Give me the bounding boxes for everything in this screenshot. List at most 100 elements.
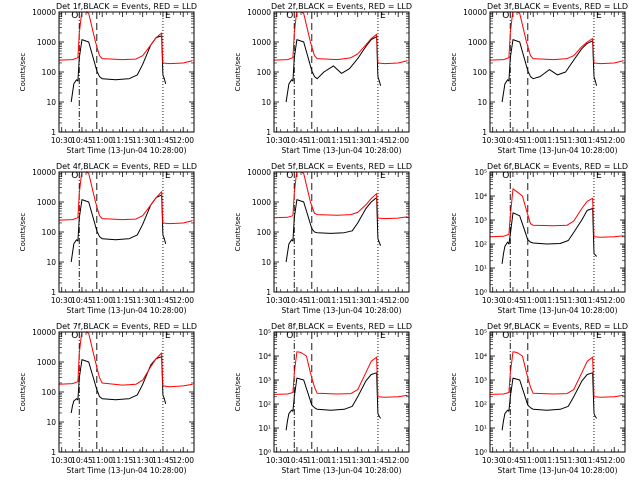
x-tick-label: 10:30 [482, 296, 504, 305]
x-tick-label: 11:30 [132, 456, 154, 465]
y-axis-label: Counts/sec [450, 213, 458, 252]
y-tick-label: 10¹ [474, 424, 487, 433]
events-series-line [501, 372, 598, 431]
y-tick-label: 10 [261, 258, 271, 267]
lld-series-line [274, 12, 408, 65]
y-tick-label: 10 [46, 418, 56, 427]
events-series-line [70, 356, 167, 414]
x-tick-label: 12:00 [603, 136, 625, 145]
x-tick-label: 10:45 [71, 296, 93, 305]
circle-marker-label: O [71, 331, 78, 341]
plot-frame [489, 171, 626, 293]
x-tick-label: 11:15 [112, 456, 134, 465]
end-marker-label: E [380, 11, 386, 21]
x-tick-label: 11:15 [327, 456, 349, 465]
x-axis-label: Start Time (13-Jun-04 10:28:00) [67, 146, 187, 155]
y-axis-label: Counts/sec [234, 53, 242, 92]
y-tick-label: 10³ [474, 216, 487, 225]
x-tick-label: 11:45 [367, 136, 389, 145]
x-axis-label: Start Time (13-Jun-04 10:28:00) [498, 146, 618, 155]
x-tick-label: 11:00 [91, 136, 113, 145]
x-tick-label: 12:00 [603, 296, 625, 305]
events-series-line [285, 197, 382, 263]
detector-panel: Det 8f,BLACK = Events, RED = LLD 10⁰ 10¹ 10… [234, 322, 412, 475]
x-axis-label: Start Time (13-Jun-04 10:28:00) [67, 466, 187, 475]
y-tick-label: 10³ [258, 376, 271, 385]
y-tick-label: 10⁴ [258, 352, 271, 361]
x-axis-label: Start Time (13-Jun-04 10:28:00) [67, 306, 187, 315]
x-axis-label: Start Time (13-Jun-04 10:28:00) [282, 306, 402, 315]
x-tick-label: 11:00 [306, 456, 328, 465]
y-tick-label: 10 [261, 98, 271, 107]
circle-marker-label: O [502, 331, 509, 341]
lld-series-line [59, 172, 193, 225]
y-tick-label: 10⁵ [474, 328, 487, 337]
y-tick-label: 10¹ [474, 264, 487, 273]
y-tick-label: 10000 [247, 8, 271, 17]
end-marker-label: E [165, 331, 171, 341]
y-tick-label: 10² [258, 400, 271, 409]
end-marker-label: E [380, 171, 386, 181]
y-tick-label: 1 [51, 288, 56, 297]
plot-frame [58, 171, 195, 293]
y-tick-label: 10000 [32, 328, 56, 337]
x-tick-label: 10:45 [286, 456, 308, 465]
x-tick-label: 11:15 [112, 136, 134, 145]
lld-series-line [490, 188, 624, 238]
y-tick-label: 1000 [37, 38, 56, 47]
x-tick-label: 10:45 [71, 136, 93, 145]
x-tick-label: 11:30 [563, 296, 585, 305]
x-tick-label: 12:00 [172, 296, 194, 305]
lld-series-line [274, 351, 408, 398]
panel-title: Det 2f,BLACK = Events, RED = LLD [271, 2, 412, 11]
x-tick-label: 11:45 [152, 296, 174, 305]
y-axis-label: Counts/sec [450, 373, 458, 412]
y-tick-label: 10000 [32, 8, 56, 17]
x-tick-label: 11:00 [306, 296, 328, 305]
events-series-line [70, 35, 167, 103]
x-tick-label: 11:00 [306, 136, 328, 145]
x-tick-label: 12:00 [603, 456, 625, 465]
y-tick-label: 10² [474, 240, 487, 249]
y-tick-label: 1000 [468, 38, 487, 47]
x-tick-label: 12:00 [387, 456, 409, 465]
y-tick-label: 100 [257, 68, 272, 77]
y-tick-label: 100 [42, 388, 57, 397]
x-tick-label: 10:45 [286, 296, 308, 305]
panel-title: Det 7f,BLACK = Events, RED = LLD [56, 322, 197, 331]
circle-marker-label: O [286, 171, 293, 181]
detector-panel: Det 3f,BLACK = Events, RED = LLD 1 10 100 10… [450, 2, 628, 155]
y-tick-label: 1000 [37, 198, 56, 207]
events-series-line [70, 194, 167, 263]
x-tick-label: 10:30 [51, 296, 73, 305]
x-tick-label: 12:00 [172, 136, 194, 145]
detector-panel: Det 4f,BLACK = Events, RED = LLD 1 10 100 10… [19, 162, 197, 315]
x-tick-label: 11:00 [522, 456, 544, 465]
panel-title: Det 1f,BLACK = Events, RED = LLD [56, 2, 197, 11]
detector-panel: Det 5f,BLACK = Events, RED = LLD 1 10 100 10… [234, 162, 412, 315]
y-tick-label: 10 [46, 98, 56, 107]
panel-title: Det 5f,BLACK = Events, RED = LLD [271, 162, 412, 171]
y-tick-label: 10⁰ [474, 288, 487, 297]
y-tick-label: 10⁰ [474, 448, 487, 457]
x-tick-label: 11:45 [152, 136, 174, 145]
end-marker-label: E [165, 171, 171, 181]
y-tick-label: 10⁴ [474, 192, 487, 201]
y-tick-label: 10000 [32, 168, 56, 177]
detector-panel: Det 9f,BLACK = Events, RED = LLD 10⁰ 10¹ 10… [450, 322, 628, 475]
y-tick-label: 10¹ [258, 424, 271, 433]
x-tick-label: 12:00 [172, 456, 194, 465]
y-tick-label: 1 [266, 128, 271, 137]
x-tick-label: 11:45 [583, 136, 605, 145]
x-axis-label: Start Time (13-Jun-04 10:28:00) [282, 146, 402, 155]
x-tick-label: 11:30 [563, 136, 585, 145]
x-tick-label: 11:15 [327, 136, 349, 145]
plot-frame [58, 331, 195, 453]
end-marker-label: E [596, 331, 602, 341]
y-tick-label: 1000 [37, 358, 56, 367]
y-tick-label: 10⁰ [258, 448, 271, 457]
y-tick-label: 100 [257, 228, 272, 237]
x-tick-label: 10:45 [502, 136, 524, 145]
y-tick-label: 10⁵ [258, 328, 271, 337]
